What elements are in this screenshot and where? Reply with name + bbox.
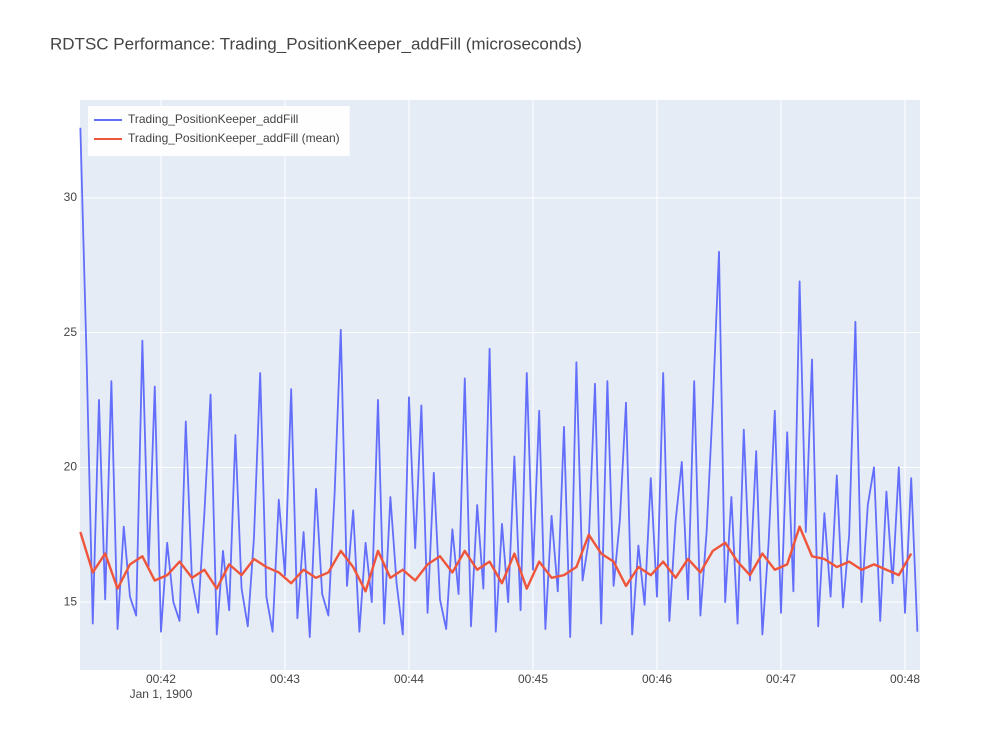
x-tick-label: 00:42 [146,672,176,686]
y-tick-label: 20 [64,460,78,474]
x-date-label: Jan 1, 1900 [130,687,193,701]
y-tick-label: 25 [64,325,78,339]
legend-label: Trading_PositionKeeper_addFill [128,112,298,126]
lines [79,127,919,639]
x-tick-label: 00:48 [890,672,920,686]
x-tick-label: 00:43 [270,672,300,686]
legend: Trading_PositionKeeper_addFill Trading_Po… [88,106,350,156]
x-tick-label: 00:47 [766,672,796,686]
legend-box [88,106,350,156]
series-line [79,525,913,593]
x-tick-label: 00:46 [642,672,672,686]
x-tick-label: 00:45 [518,672,548,686]
legend-label: Trading_PositionKeeper_addFill (mean) [128,131,340,145]
x-tick-label: 00:44 [394,672,424,686]
y-tick-label: 30 [64,190,78,204]
chart-title: RDTSC Performance: Trading_PositionKeepe… [50,34,582,53]
y-tick-label: 15 [64,594,78,608]
